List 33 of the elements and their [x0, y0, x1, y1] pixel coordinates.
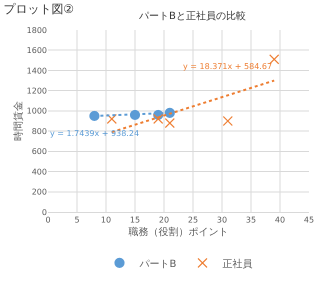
- chart-subtitle: パートBと正社員の比較: [138, 10, 246, 22]
- y-tick-label: 400: [32, 167, 47, 176]
- legend-label: 正社員: [222, 258, 252, 270]
- y-tick-label: 1400: [26, 66, 47, 76]
- x-axis-title: 職務（役割）ポイント: [128, 226, 228, 238]
- y-tick-label: 1600: [26, 46, 47, 56]
- y-tick-label: 1000: [26, 106, 47, 116]
- x-tick-label: 40: [274, 216, 286, 225]
- y-tick-label: 600: [32, 147, 47, 156]
- point: [164, 118, 175, 128]
- point: [153, 114, 164, 124]
- y-tick-label: 1200: [26, 86, 47, 96]
- chart-title: プロット図②: [3, 2, 74, 16]
- x-tick-label: 5: [74, 216, 80, 225]
- x-tick-label: 10: [100, 216, 112, 225]
- y-tick-label: 0: [42, 208, 47, 217]
- x-tick-label: 15: [130, 216, 140, 225]
- point: [269, 54, 280, 64]
- y-axis-title: 時間賃金: [12, 101, 25, 141]
- point: [89, 110, 100, 122]
- legend-label: パートB: [138, 258, 176, 270]
- x-tick-label: 35: [246, 216, 256, 225]
- x-tick-label: 45: [304, 216, 314, 225]
- annotation: y = 1.7439x + 938.24: [50, 129, 140, 138]
- annotation: y = 18.371x + 584.67: [183, 62, 272, 71]
- point: [222, 116, 233, 126]
- y-tick-label: 1800: [26, 26, 47, 35]
- y-tick-label: 200: [32, 188, 47, 197]
- x-tick-label: 20: [158, 216, 170, 225]
- x-tick-label: 30: [216, 216, 228, 225]
- point: [106, 114, 117, 124]
- x-tick-label: 25: [188, 216, 198, 225]
- y-tick-label: 800: [32, 126, 47, 136]
